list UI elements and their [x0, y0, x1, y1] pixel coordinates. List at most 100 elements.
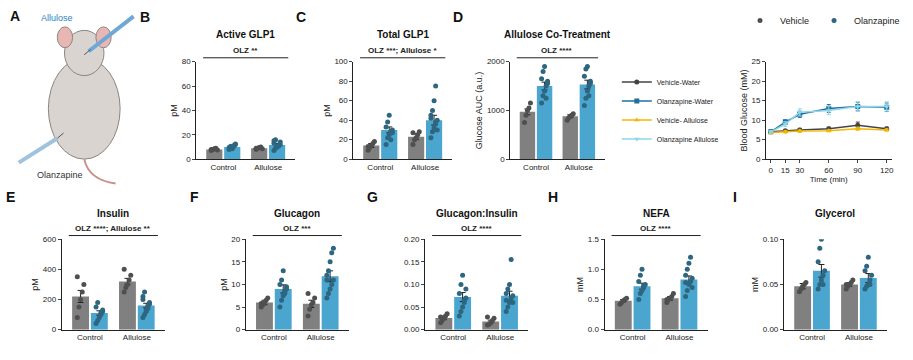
svg-text:Control: Control — [77, 333, 103, 342]
svg-text:0: 0 — [769, 166, 774, 175]
svg-text:80: 80 — [182, 57, 191, 66]
svg-text:Glucose AUC (a.u.): Glucose AUC (a.u.) — [474, 72, 484, 150]
svg-text:10: 10 — [231, 280, 240, 289]
svg-text:80: 80 — [339, 77, 348, 86]
svg-text:Allulose Co-Treatment: Allulose Co-Treatment — [504, 29, 611, 40]
svg-text:Olanzapine: Olanzapine — [854, 16, 900, 26]
svg-text:pM: pM — [322, 104, 332, 117]
svg-text:20: 20 — [182, 131, 191, 140]
svg-text:0.5: 0.5 — [588, 295, 600, 304]
svg-text:Allulose: Allulose — [565, 163, 594, 172]
svg-text:D: D — [453, 9, 463, 25]
svg-text:C: C — [296, 9, 306, 25]
svg-text:E: E — [6, 189, 15, 205]
svg-text:15: 15 — [781, 166, 790, 175]
svg-text:Control: Control — [261, 333, 287, 342]
svg-text:5: 5 — [756, 135, 761, 144]
svg-text:Control: Control — [799, 333, 825, 342]
svg-text:OLZ ***: OLZ *** — [283, 224, 311, 233]
svg-text:A: A — [10, 8, 20, 24]
svg-text:Control: Control — [367, 163, 393, 172]
svg-text:0: 0 — [52, 325, 57, 334]
svg-text:Vehicle- Allulose: Vehicle- Allulose — [657, 117, 708, 124]
svg-text:100: 100 — [334, 57, 348, 66]
svg-text:5: 5 — [236, 303, 241, 312]
svg-text:Allulose: Allulose — [123, 333, 152, 342]
svg-text:G: G — [367, 189, 378, 205]
svg-text:20: 20 — [231, 235, 240, 244]
svg-text:F: F — [190, 189, 199, 205]
svg-text:1000: 1000 — [487, 106, 505, 115]
svg-text:0.10: 0.10 — [404, 280, 420, 289]
svg-text:90: 90 — [853, 166, 862, 175]
svg-text:20: 20 — [751, 77, 760, 86]
svg-text:0: 0 — [186, 155, 191, 164]
svg-text:0.00: 0.00 — [763, 325, 779, 334]
svg-text:Vehicle: Vehicle — [780, 16, 809, 26]
svg-text:OLZ ****: OLZ **** — [461, 224, 493, 233]
svg-text:0: 0 — [500, 155, 505, 164]
svg-text:Glucagon: Glucagon — [274, 208, 320, 219]
svg-text:Glycerol: Glycerol — [815, 208, 855, 219]
svg-text:30: 30 — [795, 166, 804, 175]
svg-text:pM: pM — [169, 104, 179, 117]
svg-text:400: 400 — [43, 265, 57, 274]
svg-text:OLZ ****: OLZ **** — [640, 224, 672, 233]
svg-text:10: 10 — [751, 116, 760, 125]
svg-text:pM: pM — [30, 278, 40, 291]
svg-text:600: 600 — [43, 235, 57, 244]
svg-text:Control: Control — [620, 333, 646, 342]
svg-text:Blood Glucose (mM): Blood Glucose (mM) — [739, 69, 749, 151]
svg-text:H: H — [548, 189, 558, 205]
svg-text:2000: 2000 — [487, 57, 505, 66]
svg-text:Allulose: Allulose — [845, 333, 874, 342]
svg-text:OLZ ****: OLZ **** — [541, 46, 573, 55]
svg-text:Olanzapine Allulose: Olanzapine Allulose — [657, 136, 719, 144]
svg-text:Total GLP1: Total GLP1 — [377, 29, 429, 40]
svg-text:0.20: 0.20 — [404, 235, 420, 244]
svg-text:Glucagon:Insulin: Glucagon:Insulin — [436, 208, 518, 219]
svg-text:1.0: 1.0 — [588, 265, 600, 274]
svg-text:Control: Control — [440, 333, 466, 342]
svg-text:1.5: 1.5 — [588, 235, 600, 244]
svg-text:Control: Control — [210, 163, 236, 172]
svg-text:Allulose: Allulose — [307, 333, 336, 342]
svg-text:pM: pM — [219, 278, 229, 291]
svg-text:40: 40 — [182, 106, 191, 115]
svg-text:Olanzapine-Water: Olanzapine-Water — [657, 98, 714, 106]
svg-text:0.05: 0.05 — [404, 303, 420, 312]
svg-text:40: 40 — [339, 116, 348, 125]
svg-text:0.15: 0.15 — [404, 258, 420, 267]
svg-text:OLZ ***; Allulose *: OLZ ***; Allulose * — [368, 46, 437, 55]
svg-text:OLZ **: OLZ ** — [233, 46, 258, 55]
svg-text:15: 15 — [751, 96, 760, 105]
svg-text:Insulin: Insulin — [97, 208, 129, 219]
svg-text:Olanzapine: Olanzapine — [37, 170, 83, 180]
svg-text:NEFA: NEFA — [643, 208, 670, 219]
svg-text:120: 120 — [880, 166, 894, 175]
svg-text:Allulose: Allulose — [254, 163, 283, 172]
svg-text:Allulose: Allulose — [41, 13, 73, 23]
svg-text:I: I — [733, 189, 737, 205]
svg-text:Vehicle-Water: Vehicle-Water — [657, 79, 701, 86]
svg-text:200: 200 — [43, 295, 57, 304]
svg-text:0.0: 0.0 — [588, 325, 600, 334]
svg-text:20: 20 — [339, 135, 348, 144]
svg-text:Allulose: Allulose — [486, 333, 515, 342]
svg-text:0.00: 0.00 — [404, 325, 420, 334]
svg-text:60: 60 — [182, 82, 191, 91]
svg-text:Allulose: Allulose — [666, 333, 695, 342]
svg-text:mM: mM — [750, 277, 760, 292]
svg-text:B: B — [140, 9, 150, 25]
svg-text:Allulose: Allulose — [411, 163, 440, 172]
svg-text:0: 0 — [236, 325, 241, 334]
svg-text:0.10: 0.10 — [763, 235, 779, 244]
svg-text:0: 0 — [756, 155, 761, 164]
svg-text:0.05: 0.05 — [763, 280, 779, 289]
svg-text:60: 60 — [824, 166, 833, 175]
svg-text:Active GLP1: Active GLP1 — [216, 29, 275, 40]
svg-text:60: 60 — [339, 96, 348, 105]
svg-text:25: 25 — [751, 57, 760, 66]
svg-text:mM: mM — [575, 277, 585, 292]
svg-text:Control: Control — [523, 163, 549, 172]
